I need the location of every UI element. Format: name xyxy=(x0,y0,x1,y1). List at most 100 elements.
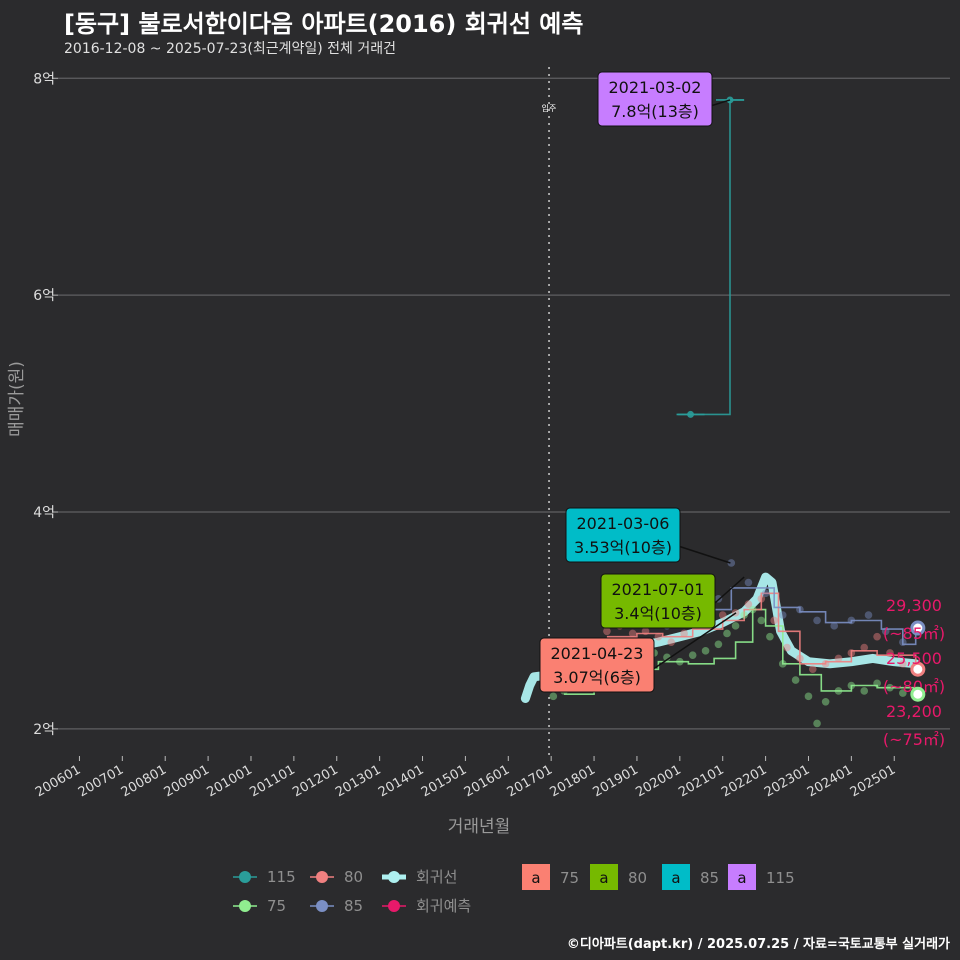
annotation-value-80: 3.4억(10층) xyxy=(614,604,702,623)
point-85 xyxy=(899,638,907,646)
point-85 xyxy=(778,611,787,619)
point-75 xyxy=(731,622,740,630)
x-tick-label: 201101 xyxy=(247,762,297,800)
legend-label-regression: 회귀선 xyxy=(416,868,457,886)
legend-box-glyph-80: a xyxy=(599,869,608,887)
point-85 xyxy=(761,589,770,598)
x-tick-label: 202301 xyxy=(762,762,812,800)
point-80 xyxy=(641,627,650,636)
legend-point-key-prediction xyxy=(388,900,400,912)
point-80 xyxy=(718,611,727,619)
point-85 xyxy=(727,559,736,567)
point-75 xyxy=(873,679,881,688)
point-75 xyxy=(688,651,697,659)
point-75 xyxy=(766,632,774,641)
point-75 xyxy=(847,681,856,690)
x-tick-label: 201601 xyxy=(462,762,512,800)
prediction-value-75: 23,200 xyxy=(886,702,942,721)
x-tick-label: 201401 xyxy=(376,762,426,800)
annotation-date-75: 2021-04-23 xyxy=(551,644,644,663)
point-80 xyxy=(744,600,753,608)
y-tick-label: 4억 xyxy=(33,505,55,521)
point-75 xyxy=(757,616,766,625)
source-caption: ©디아파트(dapt.kr) / 2025.07.25 / 자료=국토교통부 실… xyxy=(566,937,950,952)
point-75 xyxy=(899,689,907,697)
legend-point-key-115 xyxy=(239,871,251,883)
point-85 xyxy=(813,616,821,625)
x-tick-label: 201301 xyxy=(333,762,383,800)
point-75 xyxy=(714,640,723,649)
prediction-area-75: (~75㎡) xyxy=(883,730,945,749)
annotation-value-75: 3.07억(6층) xyxy=(553,668,641,687)
x-tick-label: 200701 xyxy=(76,762,126,800)
x-tick-label: 201001 xyxy=(204,762,254,800)
legend-box-key-85 xyxy=(662,864,690,890)
legend-label-prediction: 회귀예측 xyxy=(416,897,471,915)
y-tick-label: 6억 xyxy=(33,288,55,304)
legend-box-glyph-115: a xyxy=(737,869,746,887)
legend-label-80: 80 xyxy=(344,868,363,886)
x-tick-label: 202401 xyxy=(805,762,855,800)
point-80 xyxy=(834,654,843,663)
point-80 xyxy=(847,649,856,657)
y-tick-label: 2억 xyxy=(33,722,55,738)
point-85 xyxy=(881,627,890,636)
point-75 xyxy=(804,692,813,701)
legend-box-key-80 xyxy=(590,864,618,890)
point-85 xyxy=(744,578,753,587)
x-tick-label: 202501 xyxy=(848,762,898,800)
x-tick-label: 201701 xyxy=(505,762,555,800)
legend-box-glyph-75: a xyxy=(531,869,540,887)
legend-box-key-75 xyxy=(522,864,550,890)
annotation-layer: 2021-03-02 7.8억(13층) 2021-03-06 3.53억(10층) 2… xyxy=(539,71,945,749)
move-in-label: 입주 xyxy=(542,104,557,113)
legend-box-label-115: 115 xyxy=(766,869,795,887)
prediction-area-85: (~85㎡) xyxy=(883,624,945,643)
annotation-box-75 xyxy=(539,637,655,693)
point-80 xyxy=(808,665,817,674)
axes-layer: 2억4억6억8억20060120070120080120090120100120… xyxy=(7,71,898,837)
legend-point-key-75 xyxy=(239,900,251,912)
point-75 xyxy=(813,719,821,728)
annotation-leader-85 xyxy=(671,543,731,564)
legend-point-key-85 xyxy=(316,900,328,912)
point-75 xyxy=(676,657,684,666)
point-75 xyxy=(821,697,830,706)
x-tick-label: 201901 xyxy=(590,762,640,800)
grid-layer xyxy=(58,77,950,730)
point-75 xyxy=(886,683,894,692)
point-75 xyxy=(748,605,757,614)
step-line-80 xyxy=(606,592,917,665)
point-80 xyxy=(603,627,611,636)
point-75 xyxy=(778,660,787,668)
annotation-value-85: 3.53억(10층) xyxy=(574,538,672,557)
legend-label-75: 75 xyxy=(267,897,286,915)
point-75 xyxy=(701,647,710,655)
point-80 xyxy=(667,638,676,646)
x-tick-label: 202001 xyxy=(633,762,683,800)
prediction-value-80: 25,500 xyxy=(886,649,942,668)
legend-box-glyph-85: a xyxy=(671,869,680,887)
point-75 xyxy=(834,687,843,695)
prediction-marker-80 xyxy=(910,661,926,677)
point-80 xyxy=(886,649,894,657)
x-tick-label: 200901 xyxy=(162,762,212,800)
point-85 xyxy=(796,605,804,614)
annotation-value-115: 7.8억(13층) xyxy=(611,102,699,121)
annotation-date-115: 2021-03-02 xyxy=(609,78,702,97)
x-tick-label: 200801 xyxy=(119,762,169,800)
annotation-date-85: 2021-03-06 xyxy=(577,514,670,533)
x-tick-label: 201801 xyxy=(548,762,598,800)
legend-point-key-regression xyxy=(388,871,400,883)
y-tick-label: 8억 xyxy=(33,71,55,87)
point-75 xyxy=(723,629,731,638)
point-85 xyxy=(847,616,856,625)
legend-box-key-115 xyxy=(728,864,756,890)
legend-box-label-85: 85 xyxy=(700,869,719,887)
point-75 xyxy=(860,687,869,695)
y-axis-label: 매매가(원) xyxy=(7,361,27,437)
legend-box-label-80: 80 xyxy=(628,869,647,887)
chart-subtitle: 2016-12-08 ~ 2025-07-23(최근계약일) 전체 거래건 xyxy=(64,41,396,57)
point-75 xyxy=(791,676,800,684)
